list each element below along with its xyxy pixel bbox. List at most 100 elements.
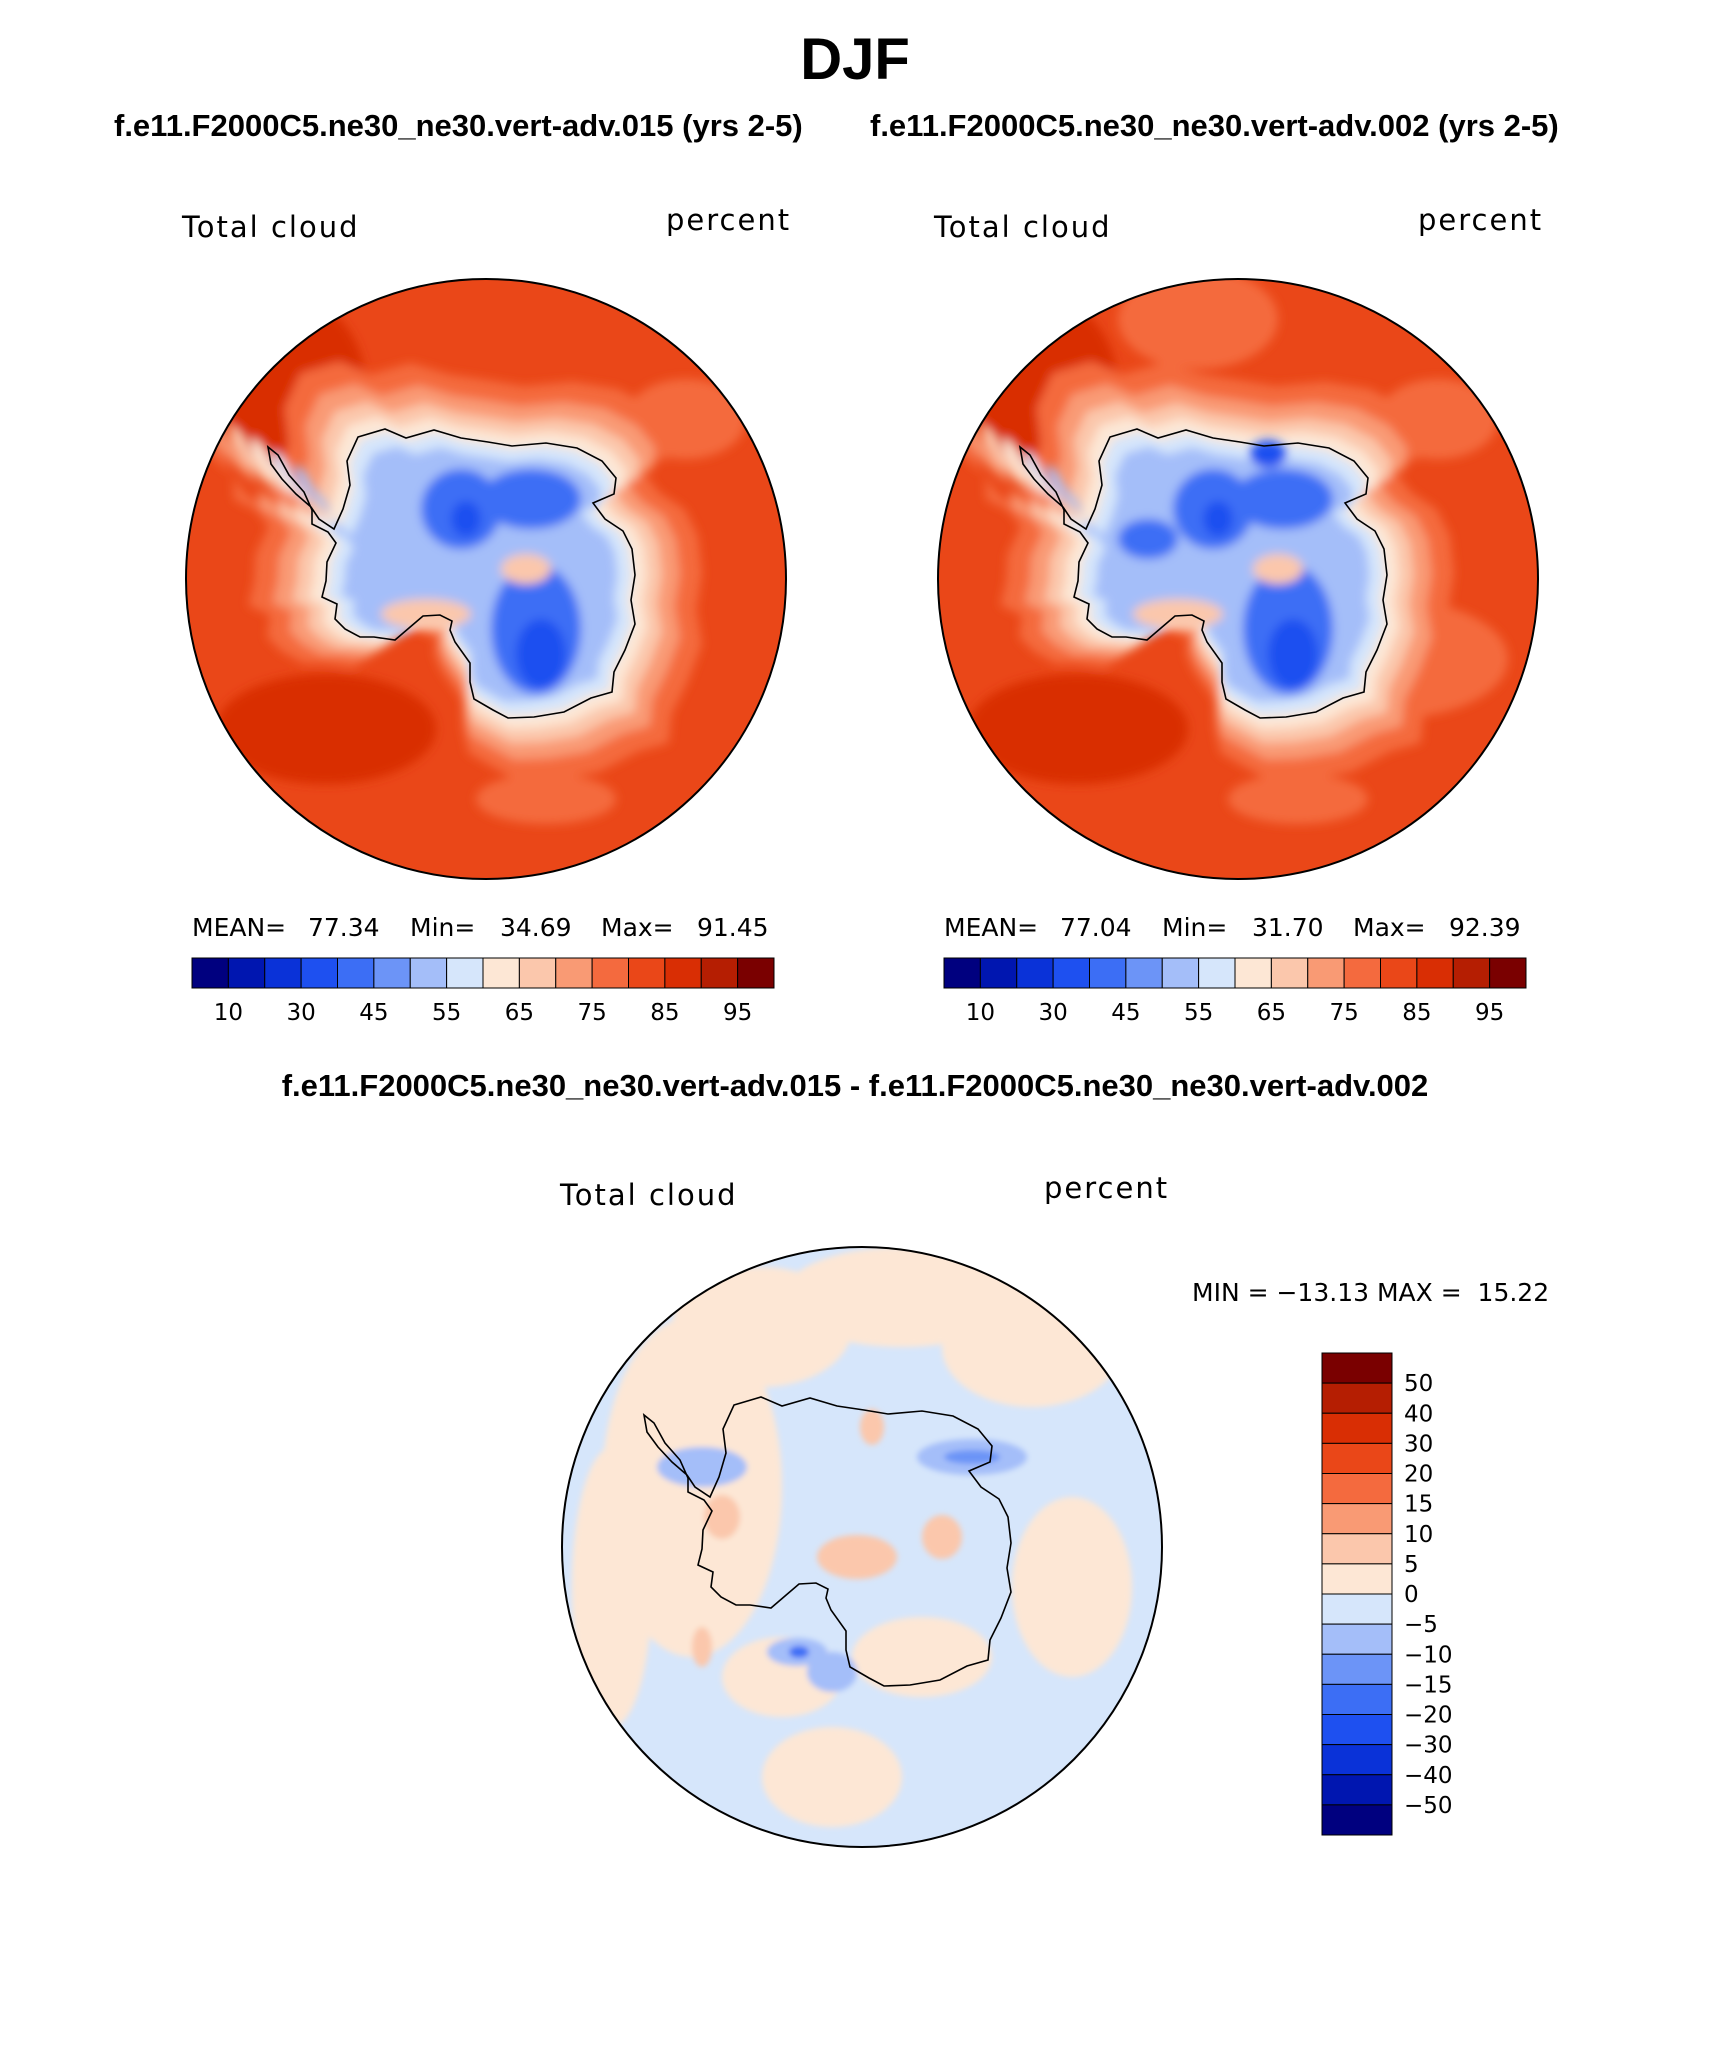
colorbar1-swatch (664, 957, 702, 989)
colorbar3-swatch (1321, 1503, 1393, 1535)
panel1-variable-label: Total cloud (182, 210, 360, 244)
colorbar3-tick-label: −40 (1404, 1763, 1453, 1789)
figure-title: DJF (800, 27, 910, 92)
colorbar1-tick-label: 10 (214, 1000, 243, 1026)
colorbar1-tick-label: 45 (359, 1000, 388, 1026)
colorbar3-tick-label: −5 (1404, 1612, 1438, 1638)
colorbar3-tick-label: 20 (1404, 1462, 1433, 1488)
colorbar3-tick-label: 50 (1404, 1371, 1433, 1397)
panel3-units-label: percent (1044, 1171, 1170, 1205)
colorbar3-swatch (1321, 1352, 1393, 1384)
colorbar2-tick-label: 65 (1257, 1000, 1286, 1026)
colorbar3-tick-label: 10 (1404, 1522, 1433, 1548)
colorbar1-tick-label: 75 (577, 1000, 606, 1026)
colorbar3-swatch (1321, 1473, 1393, 1505)
colorbar1-swatch (555, 957, 593, 989)
colorbar3-swatch (1321, 1714, 1393, 1746)
colorbar2-swatch (979, 957, 1018, 989)
colorbar2-tick-label: 45 (1111, 1000, 1140, 1026)
colorbar3-swatch (1321, 1804, 1393, 1836)
colorbar3-swatch (1321, 1382, 1393, 1414)
colorbar3-tick-label: −20 (1404, 1703, 1453, 1729)
panel1-min-value: 34.69 (500, 913, 572, 942)
colorbar3-tick-label: 0 (1404, 1582, 1419, 1608)
panel1-units-label: percent (666, 203, 792, 237)
colorbar3-tick-label: −10 (1404, 1642, 1453, 1668)
panel1-mean-value: 77.34 (308, 913, 380, 942)
colorbar3-swatch (1321, 1563, 1393, 1595)
colorbar2-swatch (1489, 957, 1527, 989)
colorbar3-tick-label: 30 (1404, 1431, 1433, 1457)
colorbar3-tick-label: −15 (1404, 1672, 1453, 1698)
colorbar1-tick-label: 55 (432, 1000, 461, 1026)
colorbar2-swatch (1452, 957, 1491, 989)
map-field-panel3 (562, 1247, 1162, 1847)
panel3-minmax-text: MIN = −13.13 MAX = 15.22 (1192, 1278, 1550, 1307)
colorbar1-swatch (191, 957, 229, 989)
colorbar3-swatch (1321, 1593, 1393, 1625)
panel3-variable-label: Total cloud (560, 1178, 738, 1212)
left-panel-subtitle: f.e11.F2000C5.ne30_ne30.vert-adv.015 (yr… (114, 108, 803, 143)
colorbar2-tick-label: 95 (1475, 1000, 1504, 1026)
colorbar3-swatch (1321, 1412, 1393, 1444)
panel2-units-label: percent (1418, 203, 1544, 237)
colorbar3-swatch (1321, 1653, 1393, 1685)
panel1-min-label: Min= (410, 913, 476, 942)
colorbar2-swatch (1270, 957, 1309, 989)
colorbar3-swatch (1321, 1533, 1393, 1565)
colorbar1-tick-label: 65 (505, 1000, 534, 1026)
colorbar2-tick-label: 55 (1184, 1000, 1213, 1026)
colorbar1-swatch (518, 957, 557, 989)
colorbar2-swatch (1234, 957, 1272, 989)
colorbar2-swatch (1125, 957, 1163, 989)
colorbar1-swatch (628, 957, 666, 989)
colorbar3-swatch (1321, 1683, 1393, 1715)
colorbar2-swatch (1052, 957, 1090, 989)
colorbar3-tick-label: −50 (1404, 1793, 1453, 1819)
panel2-max-label: Max= (1353, 913, 1426, 942)
colorbar1-swatch (700, 957, 739, 989)
panel2-min-label: Min= (1162, 913, 1228, 942)
colorbar2-swatch (1416, 957, 1454, 989)
colorbar2-swatch (1198, 957, 1236, 989)
map-field-panel2 (938, 279, 1538, 879)
colorbar1-swatch (227, 957, 266, 989)
colorbar1-tick-label: 85 (650, 1000, 679, 1026)
colorbar2-tick-label: 75 (1329, 1000, 1358, 1026)
panel2-min-value: 31.70 (1252, 913, 1324, 942)
colorbar3-tick-label: 5 (1404, 1552, 1419, 1578)
colorbar2-swatch (1016, 957, 1054, 989)
colorbar3-swatch (1321, 1442, 1393, 1474)
colorbar1-tick-label: 30 (286, 1000, 315, 1026)
colorbar1-swatch (264, 957, 302, 989)
colorbar1-swatch (337, 957, 375, 989)
colorbar2-swatch (1343, 957, 1381, 989)
colorbar1-swatch (373, 957, 411, 989)
colorbar1-swatch (409, 957, 448, 989)
colorbar2-swatch (1307, 957, 1345, 989)
colorbar1-tick-label: 95 (723, 1000, 752, 1026)
colorbar2-swatch (1380, 957, 1418, 989)
panel2-mean-value: 77.04 (1060, 913, 1132, 942)
colorbar1-swatch (300, 957, 338, 989)
colorbar3-swatch (1321, 1744, 1393, 1776)
panel2-mean-label: MEAN= (944, 913, 1039, 942)
colorbar1-swatch (737, 957, 775, 989)
panel2-variable-label: Total cloud (934, 210, 1112, 244)
colorbar2-tick-label: 85 (1402, 1000, 1431, 1026)
difference-panel-subtitle: f.e11.F2000C5.ne30_ne30.vert-adv.015 - f… (281, 1068, 1429, 1103)
panel1-max-label: Max= (601, 913, 674, 942)
colorbar3-tick-label: 15 (1404, 1492, 1433, 1518)
colorbar3-swatch (1321, 1623, 1393, 1655)
colorbar2-swatch (1161, 957, 1200, 989)
colorbar1-swatch (482, 957, 520, 989)
panel1-max-value: 91.45 (697, 913, 769, 942)
colorbar1-swatch (591, 957, 629, 989)
colorbar2-swatch (1089, 957, 1127, 989)
colorbar3-tick-label: −30 (1404, 1733, 1453, 1759)
colorbar2-tick-label: 10 (966, 1000, 995, 1026)
right-panel-subtitle: f.e11.F2000C5.ne30_ne30.vert-adv.002 (yr… (870, 108, 1559, 143)
colorbar2-tick-label: 30 (1038, 1000, 1067, 1026)
